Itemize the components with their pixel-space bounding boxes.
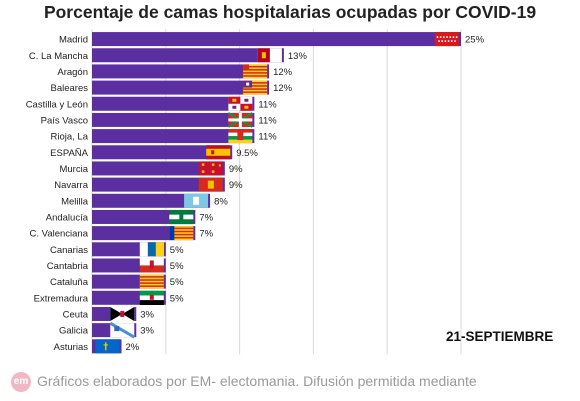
- value-label: 9%: [229, 164, 243, 175]
- value-label: 5%: [170, 261, 184, 272]
- date-label: 21-SEPTIEMBRE: [446, 329, 554, 344]
- category-label: Melilla: [61, 196, 89, 207]
- asturias-flag-icon: [95, 339, 120, 354]
- category-label: Cataluña: [50, 277, 89, 288]
- value-label: 7%: [199, 229, 213, 240]
- baleares-flag-icon: [243, 80, 268, 95]
- bar: [92, 96, 255, 111]
- pais-vasco-flag-icon: [227, 112, 253, 128]
- value-label: 3%: [140, 309, 154, 320]
- castilla-y-leon-flag-icon: [228, 96, 253, 111]
- bar: [92, 145, 233, 160]
- bar: [92, 161, 225, 176]
- category-label: C. Valenciana: [30, 229, 89, 240]
- category-label: País Vasco: [41, 115, 88, 126]
- chart-title: Porcentaje de camas hospitalarias ocupad…: [43, 2, 537, 22]
- bar-chart: Madrid 25% C. La Mancha 13% Aragón 12% Baleare…: [26, 29, 485, 355]
- galicia-flag-icon: [109, 321, 136, 339]
- value-label: 25%: [465, 35, 485, 46]
- category-label: Extremadura: [34, 293, 89, 304]
- melilla-flag-icon: [184, 193, 209, 208]
- footer: em Gráficos elaborados por EM- electoman…: [0, 366, 580, 401]
- category-label: Asturias: [54, 342, 89, 353]
- murcia-flag-icon: [198, 161, 223, 176]
- value-label: 11%: [258, 115, 277, 126]
- spain-flag-icon: [206, 145, 231, 160]
- category-label: Ceuta: [63, 309, 89, 320]
- extremadura-flag-icon: [139, 290, 164, 306]
- category-label: Rioja, La: [51, 132, 89, 143]
- value-label: 8%: [214, 196, 228, 207]
- value-label: 9%: [229, 180, 243, 191]
- value-label: 3%: [140, 326, 154, 337]
- category-label: ESPAÑA: [50, 148, 89, 159]
- value-label: 9.5%: [236, 148, 258, 159]
- value-label: 12%: [273, 83, 293, 94]
- cataluna-flag-icon: [139, 274, 164, 289]
- electomania-logo: em: [11, 372, 31, 392]
- cantabria-flag-icon: [139, 258, 164, 273]
- bar: [92, 80, 270, 95]
- bar: [92, 129, 255, 144]
- bar: [92, 177, 225, 192]
- value-label: 13%: [288, 51, 308, 62]
- category-label: Galicia: [59, 326, 89, 337]
- bar: [92, 32, 461, 47]
- bars: Madrid 25% C. La Mancha 13% Aragón 12% Baleare…: [26, 32, 485, 354]
- category-label: Canarias: [50, 245, 88, 256]
- canarias-flag-icon: [139, 242, 164, 257]
- category-label: Aragón: [57, 67, 88, 78]
- bar: [92, 193, 211, 208]
- value-label: 12%: [273, 67, 293, 78]
- bar: [92, 112, 255, 127]
- value-label: 5%: [170, 245, 184, 256]
- category-label: Cantabria: [47, 261, 89, 272]
- category-label: Andalucía: [46, 212, 89, 223]
- madrid-flag-icon: [435, 32, 459, 47]
- category-label: Castilla y León: [26, 99, 88, 110]
- value-label: 5%: [170, 277, 184, 288]
- value-label: 11%: [258, 99, 277, 110]
- category-label: Baleares: [51, 83, 89, 94]
- castilla-la-mancha-flag-icon: [257, 48, 282, 63]
- category-label: Navarra: [54, 180, 89, 191]
- category-label: C. La Mancha: [29, 51, 89, 62]
- footer-text: Gráficos elaborados por EM- electomania.…: [37, 373, 477, 389]
- aragon-flag-icon: [243, 64, 268, 79]
- andalucia-flag-icon: [169, 209, 194, 225]
- la-rioja-flag-icon: [228, 129, 253, 144]
- value-label: 2%: [126, 342, 140, 353]
- value-label: 11%: [258, 132, 277, 143]
- value-label: 5%: [170, 293, 184, 304]
- ceuta-flag-icon: [110, 306, 135, 321]
- category-label: Madrid: [59, 35, 88, 46]
- navarra-flag-icon: [198, 177, 223, 192]
- value-label: 7%: [199, 212, 213, 223]
- valencia-flag-icon: [169, 226, 194, 241]
- bar: [92, 48, 284, 63]
- bar: [92, 64, 270, 79]
- category-label: Murcia: [59, 164, 88, 175]
